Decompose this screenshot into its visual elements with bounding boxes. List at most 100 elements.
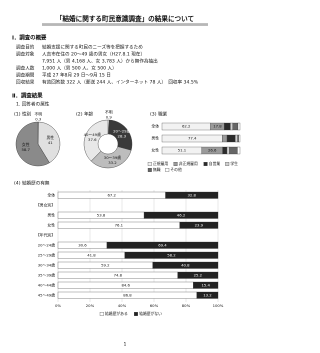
bar-value: 41.8	[87, 252, 96, 257]
bar-value: 69.4	[158, 242, 167, 247]
item-text: 有効回答数 322 人（郵送 244 人、インターネット 78 人） 回収率 3…	[42, 79, 199, 86]
item-label: 調査対象	[16, 51, 35, 58]
bar-value: 51.1	[178, 148, 187, 153]
bar-value: 23.9	[195, 222, 204, 227]
document: 「結婚に関する町民意識調査」の結果について Ⅰ．調査の概要 Ⅱ．調査結果 1. …	[12, 14, 241, 348]
slice-label: 男性	[47, 135, 55, 140]
bar-segment	[152, 261, 219, 269]
legend-swatch	[147, 162, 152, 166]
bar-segment	[165, 191, 219, 199]
x-tick-label: 40%	[118, 303, 127, 308]
category-label: 女性	[47, 222, 55, 227]
bar-segment	[222, 146, 228, 155]
legend-label: 正規雇用	[153, 161, 168, 166]
legend-label: 自営業	[209, 161, 221, 166]
bar-segment	[106, 241, 219, 249]
legend-label: 非正規雇用	[179, 161, 198, 166]
bar-segment	[229, 146, 238, 155]
bar-value: 76.1	[115, 222, 124, 227]
category-label: 女性	[151, 148, 159, 153]
item-text: 平成 27 年8月 29 日～9月 15 日	[42, 72, 111, 79]
bar-segment	[230, 122, 233, 131]
x-tick-label: 20%	[86, 303, 95, 308]
legend-label: 結婚歴がない	[139, 311, 162, 316]
bar-segment	[232, 122, 239, 131]
item-text: 7,951 人（男 4,168 人、女 3,783 人）から無作為抽出	[42, 58, 158, 65]
bar-segment	[224, 122, 231, 131]
category-label: 25～29歳	[38, 252, 55, 257]
bar-value: 84.6	[121, 282, 130, 287]
bar-segment	[238, 134, 241, 143]
bar-value: 58.2	[167, 252, 176, 257]
bar-value: 25.2	[194, 272, 203, 277]
bar-value: 53.8	[97, 212, 106, 217]
item-label: 調査期間	[16, 72, 35, 79]
slice-value: 0.3	[35, 116, 42, 121]
legend-label: 無職	[153, 167, 161, 172]
doc-title: 「結婚に関する町民意識調査」の結果について	[56, 14, 194, 23]
category-label: 【年代別】	[36, 232, 55, 237]
slice-label: 不明	[105, 109, 113, 114]
chart-title: (3) 職業	[150, 111, 168, 118]
item-label: 回収結果	[16, 79, 35, 86]
legend-swatch	[173, 162, 178, 166]
x-tick-label: 60%	[150, 303, 159, 308]
section-heading: Ⅰ．調査の概要	[12, 34, 47, 42]
slice	[37, 121, 61, 164]
x-tick-label: 100%	[213, 303, 224, 308]
bar-value: 86.8	[123, 292, 132, 297]
chart-title: (1) 性別	[14, 111, 32, 118]
chart-title: (4) 結婚歴の有無	[14, 180, 50, 187]
bar-value: 13.2	[203, 292, 212, 297]
bar-value: 30.6	[78, 242, 87, 247]
bar-value: 59.2	[101, 262, 110, 267]
bar-segment	[235, 134, 238, 143]
slice	[83, 119, 109, 162]
bar-value: 17.8	[213, 124, 222, 129]
slice-value: 41	[48, 140, 53, 145]
bar-segment	[237, 122, 241, 131]
chart-title: (2) 年齢	[76, 111, 94, 118]
legend-label: その他	[170, 167, 182, 172]
legend-swatch	[147, 168, 152, 172]
legend-swatch	[203, 162, 208, 166]
page: 「結婚に関する町民意識調査」の結果について Ⅰ．調査の概要 Ⅱ．調査結果 1. …	[12, 14, 241, 348]
slice-value: 37.6	[88, 137, 97, 142]
category-label: 35～39歳	[38, 272, 55, 277]
bar-segment	[143, 211, 219, 219]
item-label: 調査人数	[16, 65, 35, 72]
item-text: 結婚支援に関する町民のニーズ等を把握するため	[42, 44, 143, 51]
category-label: 30～34歳	[38, 262, 55, 267]
bar-value: 15.4	[201, 282, 210, 287]
bar-segment	[237, 134, 239, 143]
legend-swatch	[165, 168, 170, 172]
bar-segment	[124, 251, 219, 259]
legend-label: 結婚歴がある	[105, 311, 128, 316]
x-tick-label: 80%	[182, 303, 191, 308]
bar-value: 40.8	[181, 262, 190, 267]
bar-value: 77.4	[188, 136, 197, 141]
slice-value: 0.9	[106, 114, 113, 119]
section-heading: Ⅱ．調査結果	[12, 92, 43, 100]
bar-segment	[177, 271, 219, 279]
slice-label: 30～39歳	[104, 155, 121, 160]
slice-label: 女性	[22, 142, 30, 147]
category-label: 全体	[151, 124, 159, 129]
slice-value: 28.3	[118, 133, 127, 138]
category-label: 40～44歳	[38, 282, 55, 287]
category-label: 男性	[151, 136, 159, 141]
bar-segment	[237, 146, 241, 155]
slice	[15, 121, 50, 167]
bar-segment	[226, 134, 236, 143]
item-text: 1,000 人（男 500 人、女 500 人）	[42, 65, 117, 72]
sub-heading: 1. 回答者の属性	[16, 101, 50, 108]
item-label: 調査目的	[16, 44, 35, 51]
bar-value: 46.2	[177, 212, 186, 217]
bar-value: 67.2	[108, 192, 117, 197]
category-label: 【男女別】	[36, 202, 55, 207]
bar-segment	[196, 291, 219, 299]
bar-segment	[179, 221, 219, 229]
bar-segment	[222, 134, 228, 143]
category-label: 全体	[47, 192, 55, 197]
bar-value: 26.6	[208, 148, 217, 153]
